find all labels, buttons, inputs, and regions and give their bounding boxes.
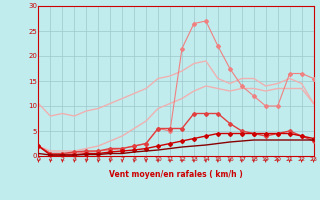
- X-axis label: Vent moyen/en rafales ( km/h ): Vent moyen/en rafales ( km/h ): [109, 170, 243, 179]
